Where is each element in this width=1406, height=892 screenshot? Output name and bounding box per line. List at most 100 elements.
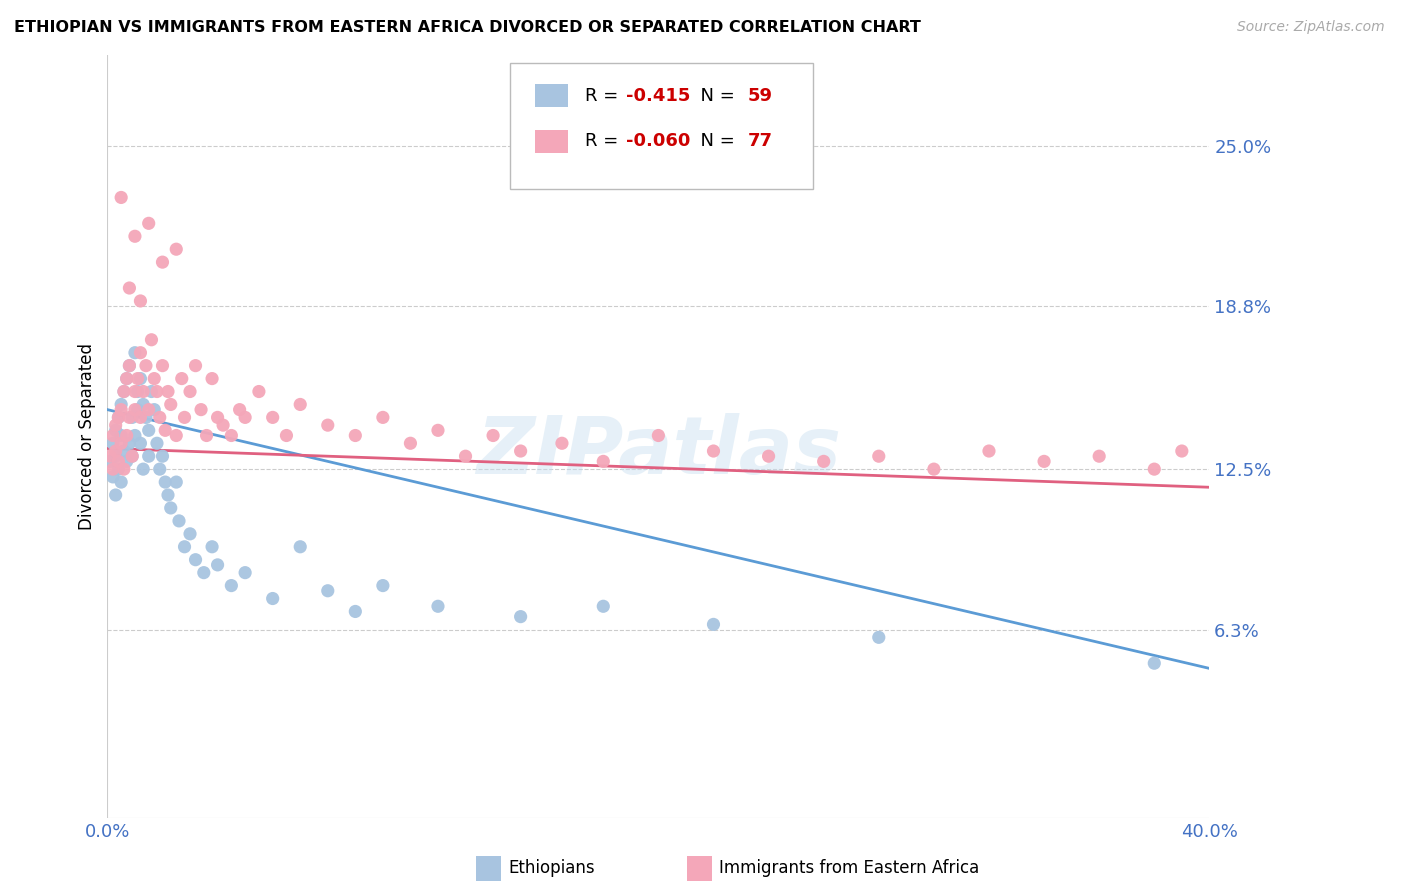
Point [132, 462, 155, 476]
Point [221, 578, 243, 592]
Point [110, 475, 132, 489]
Point [201, 540, 224, 554]
Text: Ethiopians: Ethiopians [508, 859, 595, 877]
Point [127, 371, 149, 385]
Point [107, 462, 129, 476]
Point [121, 410, 143, 425]
Point [868, 630, 890, 644]
Point [221, 428, 243, 442]
Point [371, 410, 394, 425]
Point [427, 423, 450, 437]
Text: 59: 59 [748, 87, 773, 104]
Point [702, 617, 724, 632]
Point [132, 397, 155, 411]
Text: R =: R = [585, 87, 623, 104]
Point [124, 384, 146, 399]
Point [118, 410, 141, 425]
Point [112, 444, 135, 458]
Point [118, 436, 141, 450]
Point [101, 470, 124, 484]
Point [118, 359, 141, 373]
Point [179, 384, 201, 399]
Text: N =: N = [689, 87, 741, 104]
Point [107, 454, 129, 468]
Point [127, 402, 149, 417]
Point [159, 500, 181, 515]
Point [290, 397, 312, 411]
Point [124, 402, 146, 417]
Point [922, 462, 945, 476]
Point [129, 371, 152, 385]
Point [138, 449, 160, 463]
Point [104, 423, 127, 437]
Point [233, 566, 256, 580]
Point [146, 384, 169, 399]
Point [427, 599, 450, 614]
Point [149, 462, 172, 476]
Point [155, 423, 177, 437]
Point [195, 428, 218, 442]
Point [101, 428, 124, 442]
Point [247, 384, 270, 399]
Point [165, 428, 187, 442]
Point [143, 371, 166, 385]
Point [276, 428, 298, 442]
Point [482, 428, 505, 442]
Point [138, 402, 160, 417]
Point [141, 384, 163, 399]
Point [170, 371, 193, 385]
Point [165, 475, 187, 489]
Point [316, 583, 339, 598]
Point [190, 402, 212, 417]
Point [173, 540, 195, 554]
Point [813, 454, 835, 468]
Point [592, 599, 614, 614]
Text: N =: N = [689, 132, 741, 151]
Point [110, 397, 132, 411]
Point [212, 418, 235, 433]
Point [124, 345, 146, 359]
Point [115, 454, 138, 468]
Point [201, 371, 224, 385]
Text: 77: 77 [748, 132, 773, 151]
Point [115, 428, 138, 442]
Point [115, 371, 138, 385]
Point [104, 444, 127, 458]
Point [112, 384, 135, 399]
Point [156, 488, 179, 502]
Point [127, 384, 149, 399]
Point [152, 255, 174, 269]
Point [107, 410, 129, 425]
Point [98, 454, 121, 468]
Point [167, 514, 190, 528]
Point [193, 566, 215, 580]
Point [1033, 454, 1056, 468]
Point [509, 444, 531, 458]
Point [101, 436, 124, 450]
Point [868, 449, 890, 463]
Point [228, 402, 250, 417]
Point [138, 216, 160, 230]
Text: ETHIOPIAN VS IMMIGRANTS FROM EASTERN AFRICA DIVORCED OR SEPARATED CORRELATION CH: ETHIOPIAN VS IMMIGRANTS FROM EASTERN AFR… [14, 20, 921, 35]
Point [121, 449, 143, 463]
Point [179, 526, 201, 541]
Point [135, 359, 157, 373]
Point [107, 410, 129, 425]
Point [262, 410, 284, 425]
Point [152, 359, 174, 373]
Point [173, 410, 195, 425]
Point [129, 345, 152, 359]
Point [110, 428, 132, 442]
Point [124, 229, 146, 244]
Point [135, 410, 157, 425]
Point [141, 333, 163, 347]
Point [159, 397, 181, 411]
FancyBboxPatch shape [534, 130, 568, 153]
Point [184, 359, 207, 373]
Y-axis label: Divorced or Separated: Divorced or Separated [79, 343, 96, 531]
Point [290, 540, 312, 554]
Point [129, 293, 152, 308]
Point [592, 454, 614, 468]
Point [138, 423, 160, 437]
Text: ZIPatlas: ZIPatlas [475, 413, 841, 491]
